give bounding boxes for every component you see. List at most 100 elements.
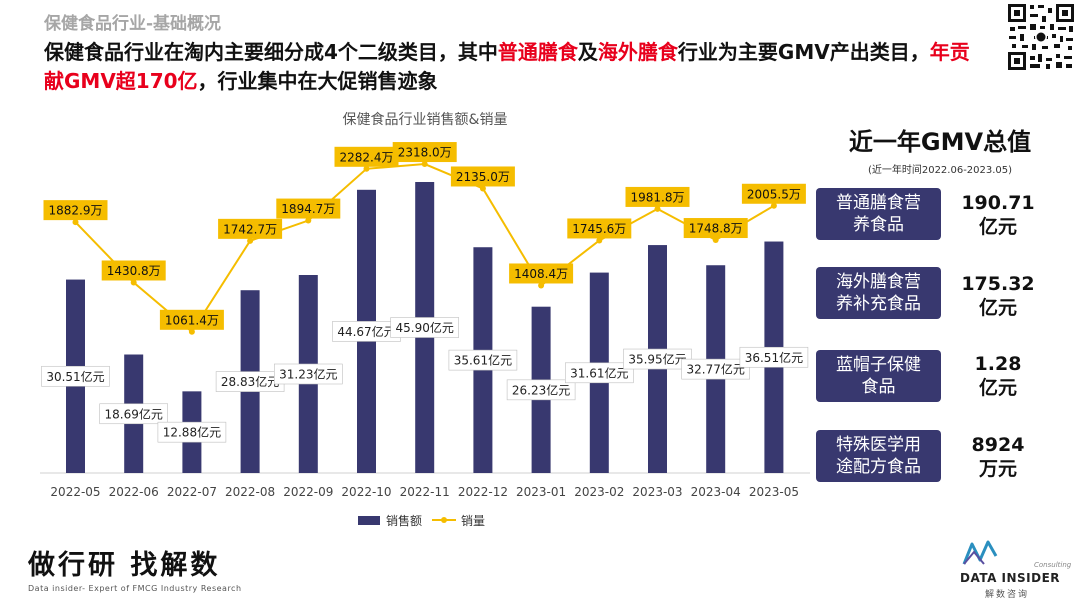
- point-volume: [130, 279, 137, 286]
- headline-highlight: 普通膳食: [497, 40, 578, 64]
- headline-part: 行业为主要GMV产出类目，: [677, 40, 930, 64]
- x-tick-label: 2022-09: [283, 485, 333, 499]
- side-subtitle: (近一年时间2022.06-2023.05): [867, 165, 1013, 176]
- x-tick-label: 2023-03: [632, 485, 682, 499]
- point-volume: [770, 202, 777, 209]
- legend-label-volume: 销量: [461, 514, 485, 528]
- bar-label-sales: 35.95亿元: [628, 352, 686, 367]
- category-name: 蓝帽子保健: [836, 355, 921, 375]
- point-volume: [479, 185, 486, 192]
- category-name: 普通膳食营: [836, 193, 921, 213]
- category-value-1: 190.71 亿元: [952, 191, 1044, 239]
- category-value-4: 8924 万元: [952, 433, 1044, 481]
- line-label-volume: 1430.8万: [107, 264, 161, 278]
- line-label-box: [567, 218, 632, 239]
- bar-label-sales: 31.61亿元: [570, 365, 628, 380]
- line-label-box: [218, 218, 283, 239]
- line-label-box: [392, 142, 457, 163]
- legend-label-sales: 销售额: [386, 513, 422, 528]
- x-tick-label: 2022-08: [225, 485, 275, 499]
- line-label-volume: 1408.4万: [514, 267, 568, 281]
- line-label-box: [43, 200, 108, 221]
- x-tick-label: 2023-04: [691, 485, 741, 499]
- category-box-4: 特殊医学用 途配方食品: [816, 430, 941, 482]
- x-tick-label: 2022-10: [341, 485, 391, 499]
- category-name: 海外膳食营: [836, 272, 921, 292]
- bar-label-sales: 32.77亿元: [687, 362, 745, 377]
- x-tick-label: 2022-07: [167, 485, 217, 499]
- value-number: 175.32: [961, 273, 1035, 295]
- legend: 销售额 销量: [358, 513, 485, 528]
- bar-label-box: [157, 421, 227, 443]
- bar-label-sales: 18.69亿元: [105, 406, 163, 421]
- slogan: 做行研 找解数: [28, 550, 221, 581]
- value-number: 1.28: [974, 353, 1022, 375]
- point-volume: [72, 219, 79, 226]
- bar-label-sales: 45.90亿元: [396, 320, 454, 335]
- bar-label-box: [564, 362, 634, 384]
- line-label-volume: 1742.7万: [223, 222, 277, 236]
- value-unit: 亿元: [978, 216, 1017, 238]
- legend-swatch-volume-marker: [441, 517, 447, 523]
- point-volume: [188, 328, 195, 335]
- chart-title: 保健食品行业销售额&销量: [343, 111, 508, 128]
- section-label: 保健食品行业-基础概况: [44, 14, 222, 34]
- category-value-3: 1.28 亿元: [952, 352, 1044, 400]
- line-label-volume: 1894.7万: [281, 202, 335, 216]
- x-tick-label: 2022-06: [109, 485, 159, 499]
- bar-label-sales: 12.88亿元: [163, 425, 221, 440]
- line-label-volume: 2005.5万: [747, 187, 801, 201]
- side-title: 近一年GMV总值: [848, 128, 1032, 156]
- line-label-box: [159, 309, 224, 330]
- category-name: 养补充食品: [836, 294, 921, 314]
- bar-label-sales: 28.83亿元: [221, 374, 279, 389]
- category-name: 养食品: [853, 215, 904, 235]
- value-unit: 亿元: [978, 297, 1017, 319]
- point-volume: [596, 237, 603, 244]
- headline-part: 及: [577, 40, 598, 64]
- headline-part: ，行业集中在大促销售迹象: [197, 69, 438, 93]
- headline-highlight: 年贡献GMV超170亿: [44, 40, 970, 93]
- bar-label-box: [390, 317, 460, 338]
- category-name: 食品: [861, 377, 896, 397]
- line-label-box: [101, 260, 166, 281]
- category-value-2: 175.32 亿元: [952, 272, 1044, 320]
- x-tick-label: 2023-02: [574, 485, 624, 499]
- logo-chinese-name: 解数咨询: [985, 590, 1030, 600]
- point-volume: [712, 237, 719, 244]
- bar-label-box: [99, 403, 168, 425]
- bar-label-box: [506, 379, 576, 401]
- line-label-box: [741, 183, 806, 204]
- x-tick-label: 2022-12: [458, 485, 508, 499]
- line-label-volume: 1061.4万: [165, 313, 219, 327]
- x-tick-label: 2023-05: [749, 485, 799, 499]
- category-box-2: 海外膳食营 养补充食品: [816, 267, 941, 319]
- bar-label-sales: 26.23亿元: [512, 382, 570, 397]
- line-label-box: [683, 218, 748, 239]
- line-label-volume: 1748.8万: [689, 222, 743, 236]
- bar-label-box: [681, 358, 751, 380]
- bar-label-sales: 30.51亿元: [46, 369, 104, 384]
- x-tick-label: 2022-11: [400, 485, 450, 499]
- x-tick-label: 2022-05: [50, 485, 100, 499]
- bar-label-box: [41, 365, 110, 387]
- line-label-volume: 2135.0万: [456, 170, 510, 184]
- bar-label-sales: 44.67亿元: [337, 324, 395, 339]
- bar-label-box: [448, 349, 518, 371]
- bar-label-box: [739, 346, 809, 368]
- line-label-volume: 1882.9万: [49, 204, 103, 218]
- data-insider-logo-icon: [962, 540, 998, 565]
- headline-part: 保健食品行业在淘内主要细分成4个二级类目，其中: [44, 40, 498, 64]
- value-unit: 万元: [978, 458, 1017, 480]
- category-name: 途配方食品: [836, 457, 921, 477]
- qr-code-icon: [1006, 2, 1076, 72]
- bar-label-sales: 36.51亿元: [745, 350, 803, 365]
- logo-name: DATA INSIDER: [960, 571, 1061, 585]
- category-name: 特殊医学用: [836, 435, 921, 455]
- line-label-box: [509, 263, 574, 284]
- category-box-3: 蓝帽子保健 食品: [816, 350, 941, 402]
- x-tick-label: 2023-01: [516, 485, 566, 499]
- legend-swatch-sales: [358, 516, 380, 525]
- line-label-volume: 2282.4万: [340, 150, 394, 164]
